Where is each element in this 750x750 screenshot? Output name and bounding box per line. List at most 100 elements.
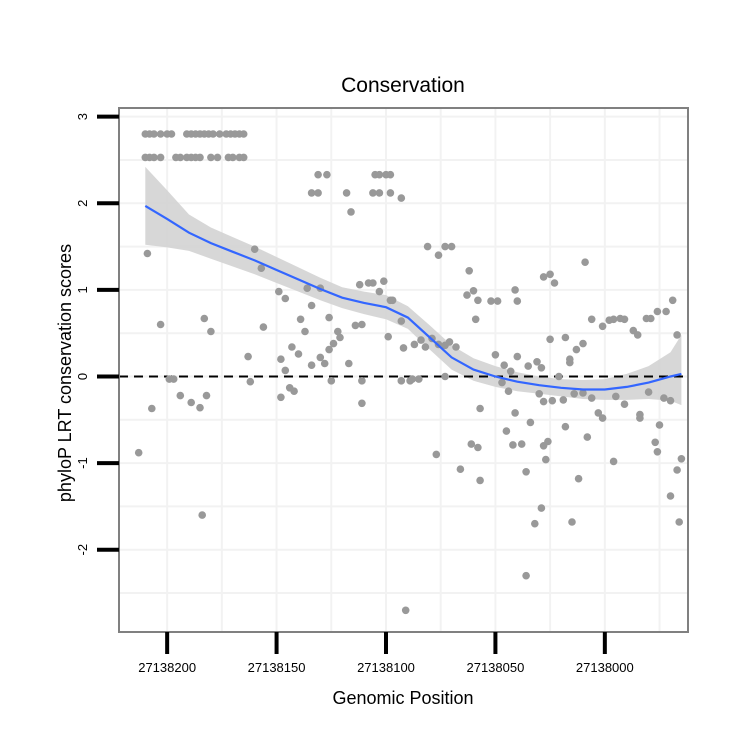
y-axis-ticks: -2 -1 0 1 2 3 [75, 113, 119, 555]
data-point [662, 307, 670, 316]
data-point [653, 448, 662, 456]
data-point [375, 189, 384, 197]
data-point [570, 390, 578, 398]
data-point [207, 153, 215, 162]
data-point [198, 511, 206, 519]
data-point [307, 361, 316, 370]
data-point [513, 297, 522, 305]
data-point [509, 441, 517, 449]
data-point [345, 359, 353, 368]
data-point [408, 375, 417, 383]
data-point [277, 355, 285, 364]
data-point [281, 294, 290, 303]
data-point [476, 404, 484, 413]
data-point [539, 442, 548, 450]
data-point [531, 519, 539, 528]
data-point [290, 387, 298, 396]
data-point [539, 273, 548, 281]
data-point [456, 465, 465, 474]
data-point [465, 267, 474, 275]
data-point [336, 333, 344, 342]
data-point [209, 130, 217, 138]
data-point [323, 170, 331, 179]
data-point [452, 343, 460, 351]
data-point [469, 287, 478, 295]
data-point [388, 296, 397, 305]
data-point [307, 189, 316, 197]
data-point [397, 317, 406, 325]
data-point [533, 358, 541, 366]
x-tick-label: 27138000 [576, 660, 634, 675]
y-tick-label: 2 [75, 200, 90, 207]
data-point [653, 307, 662, 316]
data-point [673, 466, 681, 474]
data-point [476, 476, 484, 485]
data-point [314, 189, 322, 197]
data-point [511, 409, 519, 417]
data-point [587, 394, 596, 402]
data-point [303, 284, 312, 293]
data-point [539, 397, 548, 406]
data-point [471, 315, 480, 324]
data-point [314, 170, 322, 179]
data-point [535, 390, 543, 398]
data-point [417, 336, 425, 344]
data-point [493, 297, 502, 305]
data-point [548, 396, 557, 405]
data-point [244, 352, 252, 361]
data-point [555, 372, 563, 381]
x-tick-label: 27138200 [138, 660, 196, 675]
data-point [542, 455, 550, 464]
y-tick-label: 3 [75, 113, 90, 120]
data-point [369, 279, 377, 287]
data-point [666, 492, 675, 500]
data-point [259, 323, 268, 331]
data-point [447, 242, 456, 251]
data-point [187, 398, 195, 407]
data-point [399, 344, 408, 352]
data-point [647, 314, 655, 323]
data-point [677, 455, 686, 463]
data-point [598, 322, 607, 331]
data-point [150, 153, 158, 162]
data-point [176, 153, 185, 162]
data-point [673, 331, 681, 339]
y-tick-label: 0 [75, 373, 90, 380]
data-point [351, 321, 360, 330]
data-point [574, 474, 583, 483]
data-point [434, 251, 443, 259]
data-point [445, 338, 454, 346]
data-point [609, 315, 618, 324]
plot-border [118, 107, 689, 633]
data-point [397, 377, 406, 385]
x-tick-label: 27138100 [357, 660, 415, 675]
x-axis-ticks: 27138200 27138150 27138100 27138050 27138000 [138, 632, 634, 675]
data-point [375, 170, 384, 179]
data-point [546, 270, 554, 279]
data-point [463, 291, 471, 299]
data-point [432, 450, 441, 459]
data-point [594, 409, 603, 417]
data-point [487, 297, 495, 305]
data-point [401, 606, 410, 615]
data-point [358, 320, 366, 329]
data-point [500, 361, 509, 370]
data-point [342, 189, 351, 197]
data-point [568, 518, 576, 526]
data-point [347, 208, 355, 216]
data-point [612, 392, 620, 401]
data-point [369, 189, 377, 197]
data-point [294, 350, 303, 358]
data-point [239, 153, 248, 162]
data-point [502, 427, 511, 435]
data-point [375, 287, 384, 296]
data-point [202, 391, 211, 400]
x-axis-title: Genomic Position [332, 688, 473, 708]
data-point [441, 372, 449, 381]
data-point [325, 345, 333, 354]
data-point [156, 130, 165, 138]
data-point [143, 249, 152, 258]
data-point [620, 400, 629, 409]
data-point [156, 320, 165, 329]
